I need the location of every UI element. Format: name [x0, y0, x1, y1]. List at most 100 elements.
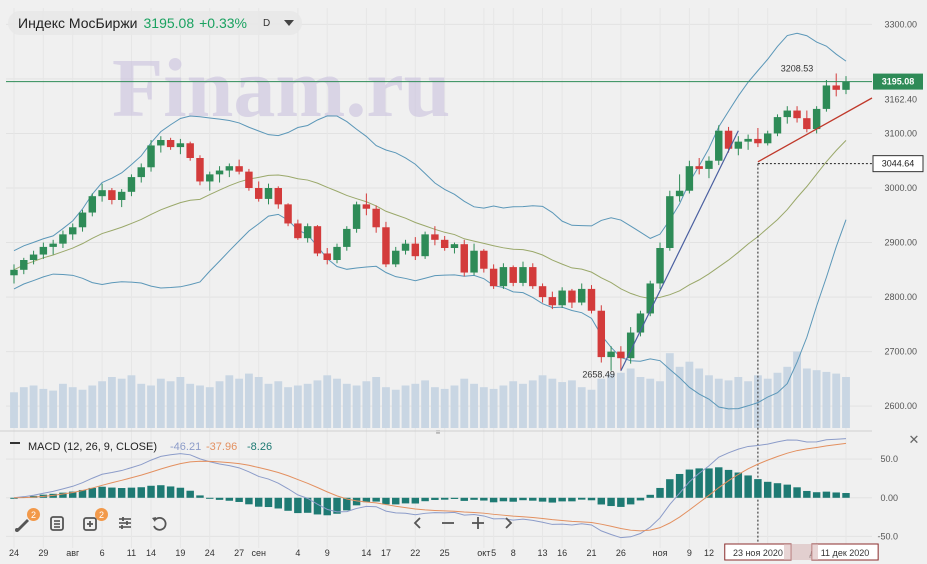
candle-body: [294, 223, 302, 239]
date-tick-label: 24: [205, 548, 215, 558]
candle-body: [343, 228, 351, 247]
candle-body: [147, 145, 155, 168]
candle-body: [499, 267, 508, 287]
candle-body: [440, 239, 449, 248]
macd-histogram-bar: [812, 492, 821, 498]
timeframe-label[interactable]: D: [263, 17, 271, 29]
date-tick-label: окт: [477, 548, 490, 558]
volume-bar: [479, 387, 488, 428]
date-tick-label: 22: [410, 548, 420, 558]
macd-histogram-bar: [822, 491, 831, 498]
candle-body: [372, 208, 380, 228]
macd-histogram-bar: [127, 487, 136, 498]
price-tick-label: 2900.00: [884, 238, 917, 248]
volume-bar: [411, 383, 420, 428]
macd-histogram-bar: [313, 497, 322, 515]
candle-body: [137, 167, 145, 178]
zoom-in-icon[interactable]: [468, 512, 488, 534]
zoom-out-icon[interactable]: [438, 512, 458, 534]
candle-body: [411, 243, 420, 257]
candle-body: [685, 166, 694, 191]
undo-icon[interactable]: [148, 512, 170, 534]
crosshair-price-label: 3044.64: [882, 159, 915, 169]
settings-icon[interactable]: [114, 512, 136, 534]
volume-bar: [450, 385, 459, 428]
volume-bar: [519, 383, 527, 428]
candle-body: [450, 244, 459, 248]
macd-histogram-bar: [303, 497, 312, 513]
candle-body: [127, 177, 136, 192]
macd-histogram-bar: [362, 497, 371, 503]
volume-bar: [274, 381, 283, 428]
macd-histogram-bar: [675, 473, 684, 498]
volume-bar: [636, 377, 645, 428]
date-tick-label: 13: [538, 548, 548, 558]
volume-bar: [802, 368, 811, 428]
volume-bar: [10, 392, 18, 428]
date-tick-label: 12: [704, 548, 714, 558]
macd-histogram-bar: [137, 487, 145, 498]
macd-histogram-bar: [734, 472, 743, 498]
volume-bar: [323, 375, 332, 428]
volume-bar: [176, 377, 185, 428]
volume-bar: [489, 388, 498, 428]
date-tick-label: 11: [127, 548, 136, 558]
candle-body: [274, 188, 283, 205]
date-tick-label: 14: [361, 548, 371, 558]
date-tick-label: 21: [586, 548, 596, 558]
volume-bar: [372, 377, 381, 428]
volume-bar: [29, 385, 38, 428]
candle-body: [392, 250, 400, 265]
macd-histogram-bar: [108, 487, 116, 498]
low-annotation: 2658.49: [582, 370, 615, 380]
macd-histogram-bar: [401, 497, 410, 504]
price-tick-label: 3100.00: [884, 128, 917, 138]
volume-bar: [430, 387, 439, 428]
candle-body: [59, 234, 67, 244]
candle-body: [607, 351, 615, 358]
macd-histogram-bar: [245, 497, 253, 505]
date-tick-label: 6: [100, 548, 105, 558]
volume-bar: [147, 385, 155, 428]
candle-body: [509, 267, 517, 283]
macd-histogram-bar: [842, 493, 850, 498]
macd-histogram-bar: [254, 497, 263, 507]
volume-bar: [342, 383, 351, 428]
macd-histogram-bar: [323, 497, 331, 516]
macd-histogram-bar: [176, 487, 185, 498]
macd-histogram-bar: [636, 497, 645, 501]
macd-histogram-bar: [284, 497, 292, 511]
draw-icon[interactable]: 2: [12, 508, 40, 534]
macd-histogram-bar: [773, 483, 782, 498]
macd-histogram-bar: [832, 492, 840, 498]
list-icon[interactable]: [46, 512, 68, 534]
volume-bar: [597, 378, 606, 428]
candle-body: [832, 85, 840, 90]
volume-bar: [822, 371, 831, 428]
bottom-toolbar: 2 2: [12, 508, 170, 534]
candle-body: [734, 141, 743, 149]
macd-histogram-bar: [509, 497, 517, 502]
volume-bar: [78, 389, 87, 428]
macd-histogram-bar: [333, 497, 341, 514]
macd-histogram-bar: [411, 497, 420, 504]
volume-bar: [812, 370, 821, 428]
volume-bar: [470, 383, 478, 428]
volume-bar: [734, 377, 743, 428]
macd-histogram-bar: [656, 487, 664, 498]
chevron-right-icon[interactable]: [498, 512, 518, 534]
macd-histogram-bar: [529, 497, 537, 501]
volume-bar: [528, 380, 537, 428]
date-tick-label: 29: [38, 548, 48, 558]
date-tick-label: 16: [557, 548, 567, 558]
volume-bar: [137, 383, 146, 428]
candle-body: [166, 140, 175, 148]
price-tick-label: 2600.00: [884, 401, 917, 411]
indicator-badge: 2: [95, 508, 108, 521]
instrument-header[interactable]: Индекс МосБиржи 3195.08 +0.33% D: [8, 11, 303, 35]
draw-badge: 2: [27, 508, 40, 521]
add-indicator-icon[interactable]: 2: [80, 508, 108, 534]
timeframe-dropdown-icon[interactable]: [284, 20, 295, 26]
chevron-left-icon[interactable]: [408, 512, 428, 534]
